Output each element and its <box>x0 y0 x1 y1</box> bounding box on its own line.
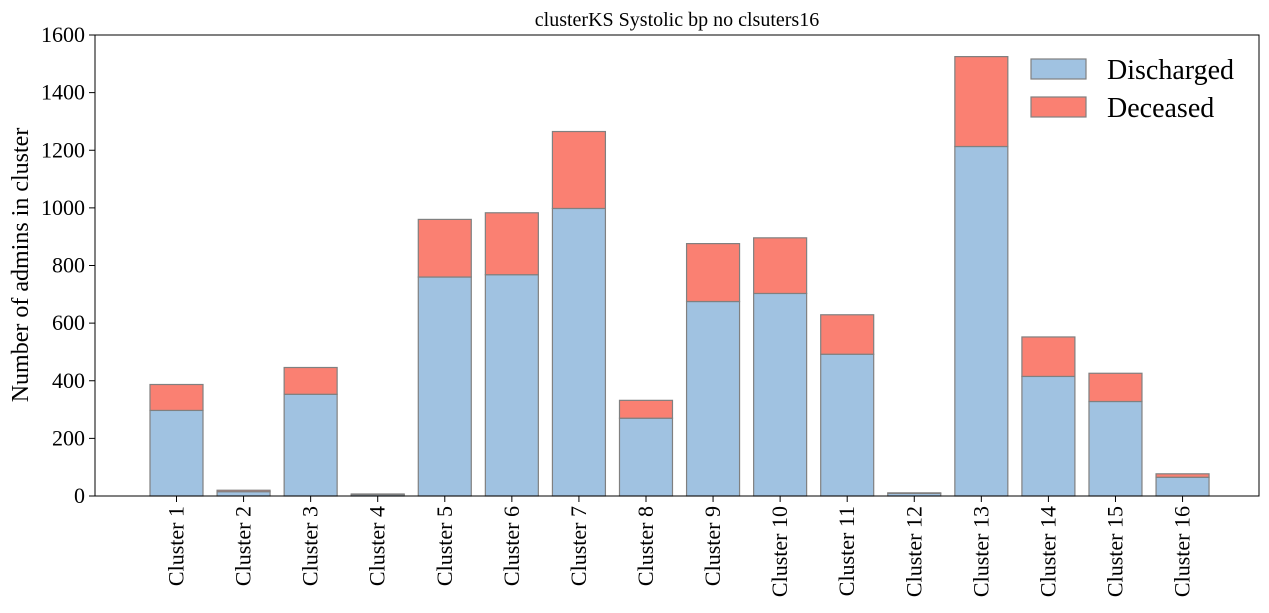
x-tick-label: Cluster 16 <box>1170 506 1195 597</box>
x-tick-label: Cluster 4 <box>365 506 390 586</box>
y-tick-label: 1000 <box>41 195 85 220</box>
bar-discharged-1 <box>149 409 204 497</box>
bar-deceased-12 <box>887 492 942 495</box>
bar-discharged-15 <box>1088 400 1143 497</box>
x-tick-label: Cluster 15 <box>1102 506 1127 597</box>
bar-deceased-5 <box>417 218 472 278</box>
bar-discharged-5 <box>417 276 472 497</box>
bar-discharged-9 <box>685 300 741 497</box>
bar-deceased-2 <box>216 489 271 493</box>
x-tick-label: Cluster 5 <box>432 506 457 586</box>
bar-discharged-16 <box>1155 476 1210 497</box>
x-tick-label: Cluster 13 <box>968 506 993 597</box>
x-tick-label: Cluster 7 <box>566 506 591 586</box>
bar-deceased-3 <box>283 366 338 395</box>
bar-deceased-4 <box>350 493 405 496</box>
x-tick-label: Cluster 9 <box>700 506 725 586</box>
y-tick-label: 600 <box>52 310 85 335</box>
bar-deceased-14 <box>1021 336 1076 378</box>
legend-swatch-discharged <box>1030 58 1087 80</box>
legend-label-discharged: Discharged <box>1107 55 1234 86</box>
bar-discharged-6 <box>484 274 539 497</box>
legend-swatch-deceased <box>1030 96 1087 118</box>
y-tick-label: 0 <box>74 483 85 508</box>
y-axis: 0 200 400 600 800 1000 1200 1400 1600 <box>41 22 95 508</box>
x-tick-label: Cluster 8 <box>633 506 658 586</box>
bar-deceased-11 <box>820 314 875 355</box>
x-tick-label: Cluster 6 <box>499 506 524 586</box>
y-tick-label: 1400 <box>41 80 85 105</box>
bar-deceased-6 <box>484 212 539 276</box>
bar-deceased-10 <box>753 237 808 295</box>
legend-label-deceased: Deceased <box>1107 93 1214 124</box>
bar-deceased-8 <box>618 399 674 419</box>
bar-discharged-13 <box>954 145 1009 497</box>
x-tick-label: Cluster 14 <box>1035 506 1060 597</box>
bar-deceased-9 <box>685 243 741 303</box>
bar-discharged-11 <box>820 353 875 497</box>
x-tick-label: Cluster 12 <box>901 506 926 597</box>
x-tick-label: Cluster 3 <box>298 506 323 586</box>
bars-group <box>149 56 1210 497</box>
legend: Discharged Deceased <box>1030 55 1234 124</box>
bar-discharged-7 <box>551 207 607 497</box>
bar-discharged-14 <box>1021 375 1076 497</box>
bar-discharged-8 <box>618 417 674 497</box>
x-tick-label: Cluster 1 <box>164 506 189 586</box>
y-tick-label: 400 <box>52 368 85 393</box>
bar-deceased-1 <box>149 383 204 412</box>
bar-deceased-7 <box>551 130 607 210</box>
chart-title: clusterKS Systolic bp no clsuters16 <box>535 9 819 31</box>
bar-discharged-10 <box>753 292 808 497</box>
plot-frame <box>94 34 1260 497</box>
bar-deceased-15 <box>1088 372 1143 403</box>
x-tick-label: Cluster 2 <box>231 506 256 586</box>
y-tick-label: 1600 <box>41 22 85 47</box>
x-tick-label: Cluster 10 <box>767 506 792 597</box>
bar-deceased-13 <box>954 56 1009 148</box>
bar-discharged-2 <box>216 491 271 497</box>
y-axis-label: Number of admins in cluster <box>8 128 34 403</box>
y-tick-label: 800 <box>52 253 85 278</box>
x-tick-label: Cluster 11 <box>834 506 859 596</box>
bar-discharged-3 <box>283 393 338 497</box>
y-tick-label: 1200 <box>41 137 85 162</box>
bar-deceased-16 <box>1155 473 1210 478</box>
x-axis: Cluster 1 Cluster 2 Cluster 3 Cluster 4 Clus… <box>164 496 1195 597</box>
y-tick-label: 200 <box>52 425 85 450</box>
